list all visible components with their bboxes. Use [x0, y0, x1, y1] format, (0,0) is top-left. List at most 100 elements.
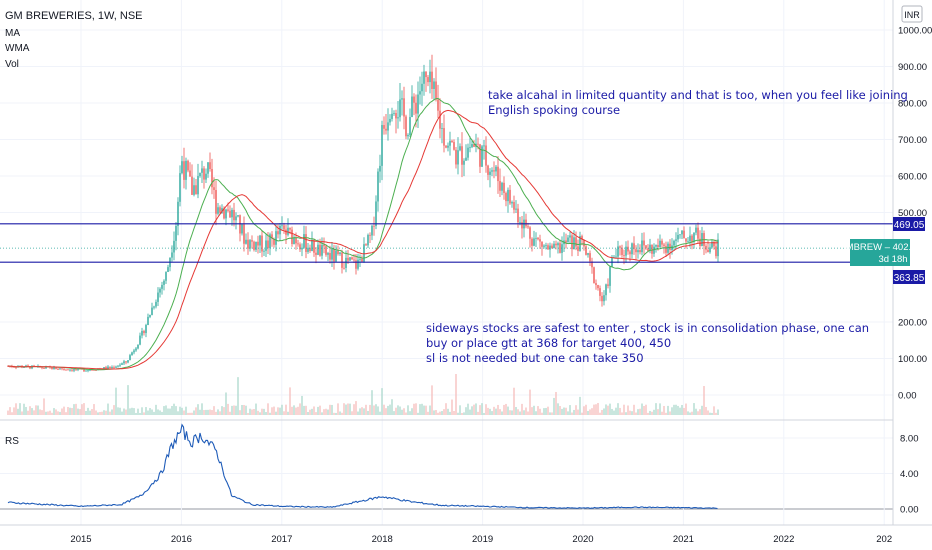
volume-bar: [149, 408, 151, 415]
candle-body: [695, 227, 697, 233]
candle-body: [179, 173, 181, 202]
candle-body: [557, 243, 559, 246]
candle-body: [187, 160, 189, 171]
volume-bar: [631, 411, 633, 415]
volume-bar: [485, 404, 487, 415]
volume-bar: [261, 408, 263, 415]
candle-body: [593, 267, 595, 284]
volume-bar: [615, 407, 617, 415]
volume-bar: [91, 409, 93, 415]
volume-bar: [73, 404, 75, 415]
volume-bar: [707, 410, 709, 415]
candle-body: [267, 240, 269, 249]
volume-bar: [39, 409, 41, 415]
time-tick-label: 2019: [472, 534, 493, 545]
candle-body: [115, 366, 117, 368]
candle-body: [489, 171, 491, 175]
volume-bar: [237, 377, 239, 415]
note-bottom-line-3[interactable]: sl is not needed but one can take 350: [426, 351, 644, 365]
volume-bar: [331, 404, 333, 415]
note-bottom-line-2[interactable]: buy or place gtt at 368 for target 400, …: [426, 336, 671, 350]
volume-bar: [647, 412, 649, 415]
candle-body: [565, 240, 567, 243]
candle-body: [119, 364, 121, 366]
note-top-line-2[interactable]: English spoking course: [488, 103, 620, 117]
candle-body: [699, 238, 701, 247]
candle-body: [159, 288, 161, 293]
volume-bar: [31, 408, 33, 415]
candle-body: [633, 243, 635, 250]
volume-bar: [131, 407, 133, 415]
candle-body: [661, 240, 663, 245]
volume-bar: [259, 412, 261, 415]
volume-bar: [55, 409, 57, 415]
volume-bar: [551, 412, 553, 415]
volume-bar: [601, 409, 603, 415]
candle-body: [653, 246, 655, 254]
candle-body: [203, 168, 205, 180]
indicator-ma-label[interactable]: MA: [5, 28, 20, 39]
price-tick-label: 200.00: [898, 318, 927, 329]
candle-body: [133, 350, 135, 353]
volume-bar: [419, 404, 421, 415]
volume-bar: [403, 408, 405, 415]
indicator-vol-label[interactable]: Vol: [5, 59, 19, 70]
candle-body: [515, 208, 517, 210]
volume-bar: [253, 409, 255, 415]
volume-bar: [569, 405, 571, 415]
candle-body: [497, 166, 499, 182]
volume-bar: [97, 412, 99, 415]
volume-bar: [423, 405, 425, 415]
candle-body: [347, 257, 349, 261]
rs-tick-label: 4.00: [900, 469, 919, 480]
volume-bar: [531, 407, 533, 415]
candle-body: [377, 171, 379, 202]
volume-bar: [597, 403, 599, 415]
indicator-wma-label[interactable]: WMA: [5, 43, 30, 54]
volume-bar: [197, 404, 199, 415]
volume-bar: [667, 405, 669, 415]
volume-bar: [425, 405, 427, 415]
volume-bar: [75, 403, 77, 415]
ma-line[interactable]: [8, 97, 719, 371]
note-top-line-1[interactable]: take alcahal in limited quantity and tha…: [488, 88, 908, 102]
volume-bar: [483, 412, 485, 415]
volume-bar: [663, 405, 665, 415]
candle-body: [293, 237, 295, 245]
currency-badge[interactable]: [901, 5, 923, 23]
volume-bar: [415, 403, 417, 415]
note-bottom-line-1[interactable]: sideways stocks are safest to enter , st…: [426, 321, 869, 335]
candle-body: [171, 252, 173, 258]
candle-body: [355, 260, 357, 269]
rs-pane-label[interactable]: RS: [5, 436, 19, 447]
volume-bar: [235, 405, 237, 415]
volume-bar: [381, 388, 383, 415]
volume-bars: [7, 374, 719, 415]
volume-bar: [617, 403, 619, 415]
volume-bar: [497, 404, 499, 415]
volume-bar: [167, 408, 169, 415]
candle-body: [143, 330, 145, 334]
volume-bar: [103, 410, 105, 415]
volume-bar: [283, 411, 285, 415]
volume-bar: [401, 409, 403, 415]
candle-body: [345, 257, 347, 268]
volume-bar: [605, 404, 607, 415]
rs-line[interactable]: [7, 423, 718, 510]
candle-body: [361, 258, 363, 263]
time-tick-label: 2022: [773, 534, 794, 545]
candle-body: [659, 240, 661, 248]
candle-body: [67, 369, 69, 371]
candle-body: [341, 252, 343, 268]
volume-bar: [35, 405, 37, 415]
volume-bar: [307, 411, 309, 415]
wma-line[interactable]: [8, 109, 719, 370]
candle-body: [155, 301, 157, 307]
candle-body: [173, 240, 175, 253]
volume-bar: [165, 405, 167, 415]
candle-body: [237, 215, 239, 217]
candle-body: [209, 162, 211, 170]
candle-body: [51, 367, 53, 370]
candle-body: [333, 249, 335, 262]
